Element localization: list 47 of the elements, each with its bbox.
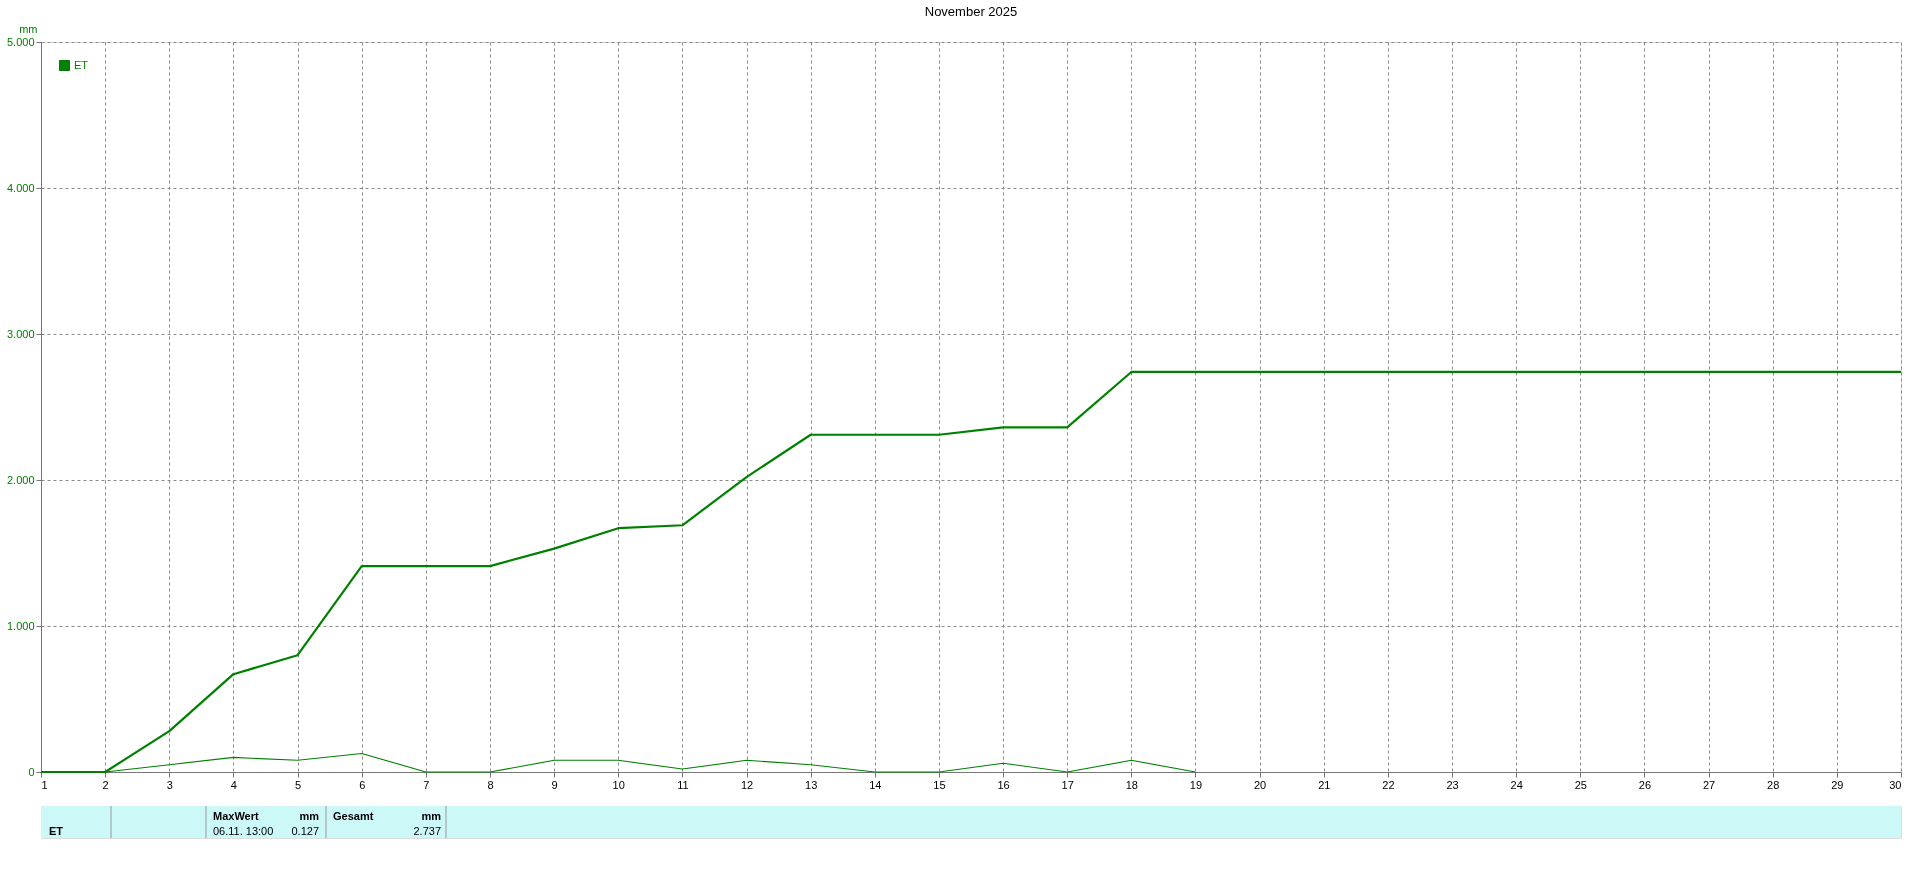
x-tick-label: 5 bbox=[294, 778, 302, 791]
x-tick-label: 4 bbox=[230, 778, 237, 791]
text: 06.11. 13:00 bbox=[213, 825, 274, 837]
legend-label: ET bbox=[74, 58, 89, 71]
y-axis-title: mm bbox=[19, 22, 38, 35]
x-tick-label: 15 bbox=[933, 778, 946, 791]
x-tick-label: 6 bbox=[359, 778, 366, 791]
x-tick-label: 21 bbox=[1318, 778, 1331, 791]
x-tick-label: 23 bbox=[1446, 778, 1459, 791]
y-tick-label: 0 bbox=[28, 765, 35, 778]
y-tick-label: 5.000 bbox=[6, 35, 35, 48]
x-tick-label: 28 bbox=[1767, 778, 1780, 791]
x-tick-label: 1 bbox=[41, 778, 48, 791]
x-tick-label: 9 bbox=[551, 778, 558, 791]
text: 0.127 bbox=[291, 825, 319, 837]
x-tick-label: 18 bbox=[1125, 778, 1138, 791]
y-tick-label: 4.000 bbox=[6, 181, 35, 194]
x-tick-label: 10 bbox=[612, 778, 625, 791]
x-tick-label: 13 bbox=[805, 778, 818, 791]
x-tick-label: 26 bbox=[1638, 778, 1652, 791]
x-tick-label: 19 bbox=[1189, 778, 1203, 791]
chart-title: November 2025 bbox=[924, 4, 1018, 19]
y-tick-label: 3.000 bbox=[6, 327, 35, 340]
x-tick-label: 17 bbox=[1061, 778, 1074, 791]
x-tick-label: 2 bbox=[102, 778, 109, 791]
y-tick-label: 1.000 bbox=[6, 619, 35, 632]
text: mm bbox=[421, 810, 442, 822]
y-tick-label: 2.000 bbox=[6, 473, 35, 486]
x-tick-label: 7 bbox=[423, 778, 430, 791]
text: MaxWert bbox=[213, 810, 259, 822]
x-tick-label: 16 bbox=[997, 778, 1010, 791]
text: ET bbox=[49, 825, 64, 837]
x-tick-label: 3 bbox=[166, 778, 173, 791]
x-tick-label: 11 bbox=[677, 778, 689, 791]
x-tick-label: 20 bbox=[1254, 778, 1267, 791]
x-tick-label: 30 bbox=[1889, 778, 1902, 791]
x-tick-label: 24 bbox=[1510, 778, 1523, 791]
text: Gesamt bbox=[333, 810, 374, 822]
x-tick-label: 14 bbox=[869, 778, 882, 791]
x-tick-label: 12 bbox=[740, 778, 754, 791]
x-tick-label: 29 bbox=[1831, 778, 1844, 791]
text: 2.737 bbox=[413, 825, 441, 837]
x-tick-label: 8 bbox=[487, 778, 494, 791]
x-tick-label: 25 bbox=[1574, 778, 1587, 791]
x-tick-label: 27 bbox=[1702, 778, 1716, 791]
x-tick-label: 22 bbox=[1382, 778, 1395, 791]
text: mm bbox=[299, 810, 320, 822]
